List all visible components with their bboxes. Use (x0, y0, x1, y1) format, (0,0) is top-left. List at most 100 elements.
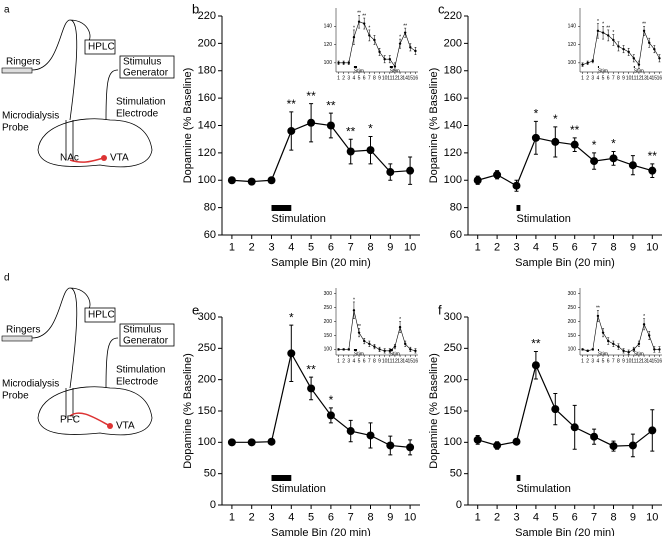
y-tick-label: 150 (198, 405, 216, 417)
point (307, 384, 316, 393)
point (373, 38, 376, 42)
point (342, 61, 345, 65)
point (606, 34, 610, 37)
significance: * (353, 25, 355, 31)
point (596, 29, 600, 33)
x-tick-label: 6 (328, 512, 334, 524)
x-tick-label: 6 (363, 75, 366, 81)
x-axis-title: Sample Bin (20 min) (271, 257, 371, 269)
stim-bar (353, 66, 358, 68)
label: VTA (110, 153, 129, 164)
x-tick-label: 5 (602, 75, 605, 81)
label: PFC (60, 415, 80, 426)
y-tick-label: 120 (568, 42, 577, 48)
x-tick-label: 5 (308, 512, 314, 524)
panel-label: a (4, 5, 10, 16)
point (247, 177, 256, 186)
point (346, 427, 355, 436)
x-tick-label: 7 (348, 512, 354, 524)
point (386, 168, 395, 177)
point (612, 38, 615, 42)
point (628, 161, 637, 170)
stim-label: Stim (354, 68, 364, 74)
x-tick-label: 11 (631, 75, 636, 81)
point (357, 20, 361, 23)
x-tick-label: 9 (378, 75, 381, 81)
point (591, 348, 595, 351)
significance: ** (531, 337, 541, 351)
point (648, 166, 657, 175)
x-tick-label: 14 (646, 75, 652, 81)
x-tick-label: 7 (368, 358, 371, 364)
x-tick-label: 1 (475, 242, 481, 254)
y-tick-label: 0 (456, 499, 462, 511)
line (477, 137, 653, 187)
y-tick-label: 120 (324, 42, 333, 48)
point (586, 349, 589, 353)
point (409, 46, 412, 49)
point (581, 63, 584, 66)
x-tick-label: 12 (636, 358, 642, 364)
x-tick-label: 1 (337, 75, 340, 81)
point (622, 47, 625, 51)
point (531, 361, 540, 370)
stim-label: Stim (598, 68, 608, 74)
point (403, 342, 407, 346)
x-tick-label: 6 (328, 242, 334, 254)
point (326, 121, 335, 130)
significance: ** (648, 149, 658, 163)
point (398, 42, 402, 45)
significance: ** (596, 306, 600, 312)
x-tick-label: 12 (392, 358, 398, 364)
x-tick-label: 3 (513, 242, 519, 254)
significance: * (534, 107, 539, 121)
x-axis-title: Sample Bin (20 min) (515, 257, 615, 269)
line (582, 315, 660, 353)
x-tick-label: 14 (402, 75, 408, 81)
label: NAc (60, 153, 79, 164)
stim-bar (516, 205, 521, 211)
x-tick-label: 9 (387, 512, 393, 524)
y-tick-label: 50 (204, 468, 216, 480)
stim-label: Stim (598, 351, 608, 357)
schematic: d Ringers HPLC Stimulus Generator Stimul… (1, 273, 175, 436)
significance: * (368, 25, 370, 31)
x-tick-label: 10 (382, 75, 388, 81)
x-tick-label: 4 (353, 358, 356, 364)
y-tick-label: 200 (444, 37, 462, 49)
point (352, 309, 356, 312)
x-tick-label: 3 (268, 242, 274, 254)
point (627, 50, 630, 54)
point (398, 325, 402, 329)
x-tick-label: 4 (533, 512, 539, 524)
significance: * (399, 34, 401, 40)
point (642, 323, 646, 326)
label: Stimulus (123, 57, 161, 68)
point (531, 133, 540, 142)
point (383, 349, 386, 353)
point (653, 348, 656, 351)
point (493, 170, 502, 179)
y-tick-label: 100 (444, 174, 462, 186)
point (512, 437, 521, 446)
point (617, 345, 620, 348)
x-tick-label: 8 (367, 242, 373, 254)
point (628, 441, 637, 450)
x-tick-label: 15 (652, 358, 658, 364)
y-axis-title: Dopamine (% Baseline) (428, 68, 440, 184)
y-tick-label: 200 (198, 37, 216, 49)
point (551, 137, 560, 146)
y-tick-label: 140 (198, 119, 216, 131)
significance: ** (326, 98, 336, 112)
y-tick-label: 80 (450, 202, 462, 214)
x-tick-label: 1 (581, 358, 584, 364)
point (406, 166, 415, 175)
stim-bar (389, 66, 393, 68)
y-tick-label: 150 (568, 333, 577, 339)
significance: ** (306, 362, 316, 376)
x-tick-label: 9 (387, 242, 393, 254)
point (590, 157, 599, 166)
x-tick-label: 1 (581, 75, 584, 81)
label: Ringers (6, 57, 40, 68)
significance: ** (642, 22, 646, 28)
